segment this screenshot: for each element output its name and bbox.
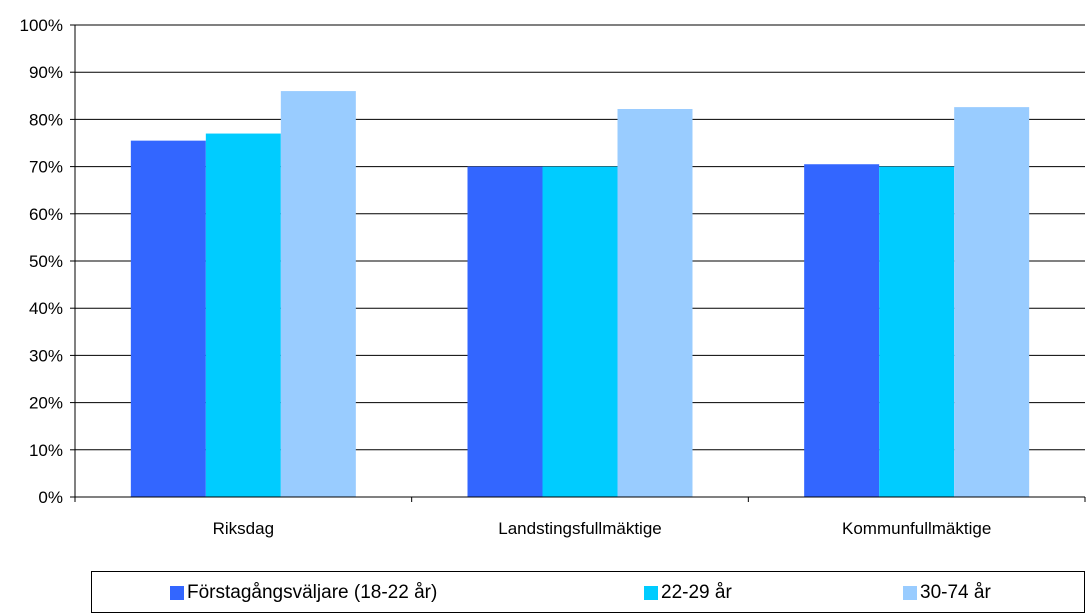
y-tick-label: 80% — [29, 110, 63, 129]
y-tick-label: 10% — [29, 441, 63, 460]
bar — [617, 109, 693, 498]
bar — [467, 166, 543, 497]
legend-swatch — [644, 586, 658, 600]
legend-item-3: 30-74 år — [903, 582, 991, 604]
bar — [130, 140, 206, 497]
legend-item-1: Förstagångsväljare (18-22 år) — [170, 582, 437, 604]
legend-label: 22-29 år — [661, 582, 732, 603]
x-tick-labels: Riksdag Landstingsfullmäktige Kommunfullmä… — [213, 519, 992, 538]
x-tick-label: Kommunfullmäktige — [842, 519, 991, 538]
y-tick-label: 90% — [29, 63, 63, 82]
y-tick-label: 40% — [29, 299, 63, 318]
bar — [542, 166, 618, 497]
y-tick-label: 70% — [29, 158, 63, 177]
x-tick-label: Riksdag — [213, 519, 274, 538]
bar — [280, 91, 356, 497]
bars — [130, 91, 1030, 498]
y-tick-label: 30% — [29, 346, 63, 365]
y-tick-label: 50% — [29, 252, 63, 271]
y-tick-label: 100% — [20, 16, 63, 35]
bar — [804, 164, 880, 498]
bar — [954, 107, 1030, 498]
axes — [74, 25, 1086, 502]
y-tick-label: 0% — [38, 488, 63, 507]
bar — [205, 133, 281, 497]
legend-item-2: 22-29 år — [644, 582, 732, 604]
y-tick-label: 60% — [29, 205, 63, 224]
y-tick-labels: 0% 10% 20% 30% 40% 50% 60% 70% 80% 90% 100% — [20, 16, 63, 507]
legend-label: Förstagångsväljare (18-22 år) — [187, 582, 438, 603]
y-tick-label: 20% — [29, 394, 63, 413]
legend-swatch — [903, 586, 917, 600]
legend: Förstagångsväljare (18-22 år) 22-29 år 3… — [91, 571, 1085, 613]
bar — [879, 166, 955, 497]
x-tick-label: Landstingsfullmäktige — [498, 519, 661, 538]
legend-label: 30-74 år — [920, 582, 991, 603]
legend-swatch — [170, 586, 184, 600]
